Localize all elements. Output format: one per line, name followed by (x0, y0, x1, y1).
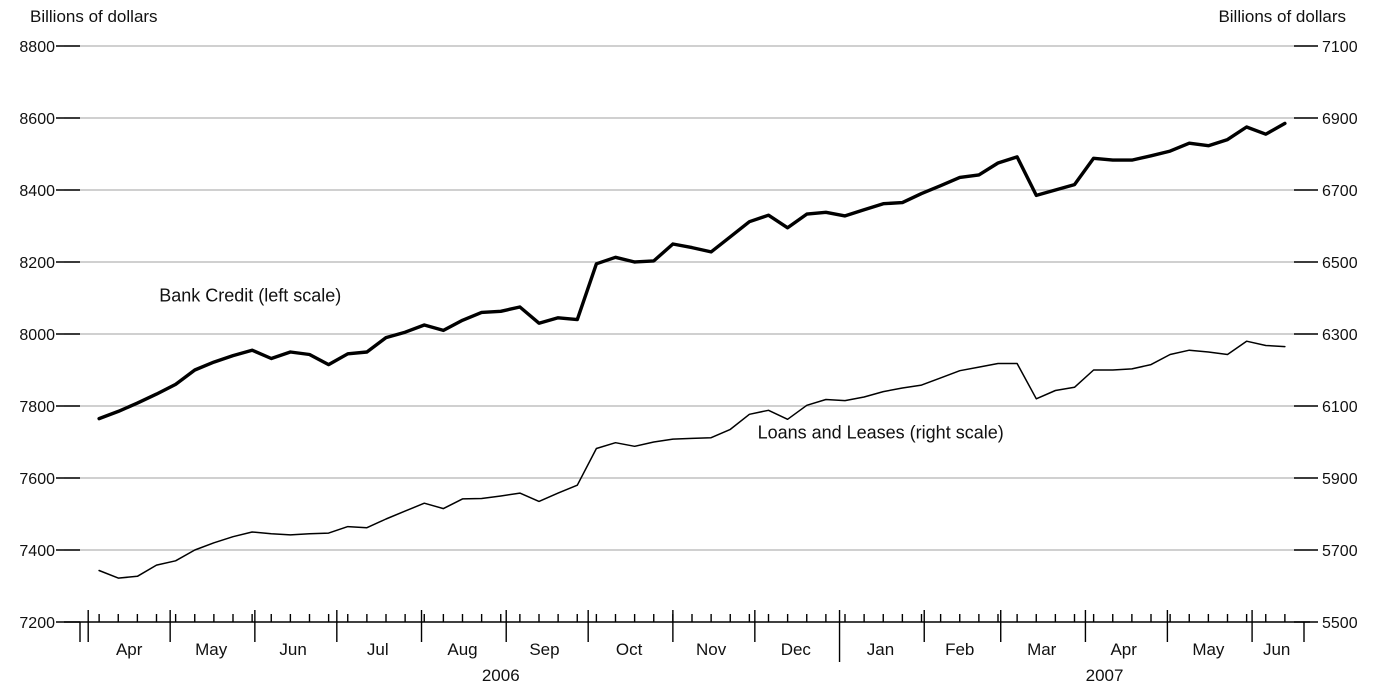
month-label: May (1192, 640, 1225, 659)
month-label: May (195, 640, 228, 659)
right-tick-label: 7100 (1322, 39, 1358, 56)
left-tick-label: 7600 (19, 471, 55, 488)
left-tick-label: 8000 (19, 327, 55, 344)
month-label: Nov (696, 640, 727, 659)
left-tick-labels: 7200 7400 7600 7800 8000 8200 8400 8600 8800 (19, 39, 80, 632)
month-label: Oct (616, 640, 643, 659)
month-label: Jan (867, 640, 894, 659)
right-tick-label: 6900 (1322, 111, 1358, 128)
x-axis: Apr May Jun Jul Aug Sep Oct Nov Dec Jan Feb Mar Apr M… (79, 610, 1305, 685)
right-tick-label: 5900 (1322, 471, 1358, 488)
series-annotation: Loans and Leases (right scale) (758, 422, 1004, 442)
year-label: 2007 (1086, 666, 1124, 685)
left-tick-label: 8200 (19, 255, 55, 272)
annotations: Bank Credit (left scale) Loans and Leases… (159, 286, 1003, 443)
month-label: Mar (1027, 640, 1057, 659)
right-tick-label: 6700 (1322, 183, 1358, 200)
month-label: Aug (447, 640, 477, 659)
left-tick-label: 8600 (19, 111, 55, 128)
left-tick-label: 7400 (19, 543, 55, 560)
month-label: Jul (367, 640, 389, 659)
right-tick-labels: 5500 5700 5900 6100 6300 6500 6700 6900 7100 (1294, 39, 1358, 632)
right-tick-label: 5700 (1322, 543, 1358, 560)
right-tick-label: 5500 (1322, 615, 1358, 632)
left-tick-label: 7200 (19, 615, 55, 632)
month-label: Feb (945, 640, 974, 659)
left-tick-label: 8400 (19, 183, 55, 200)
year-label: 2006 (482, 666, 520, 685)
right-tick-label: 6100 (1322, 399, 1358, 416)
month-label: Jun (279, 640, 306, 659)
left-tick-label: 8800 (19, 39, 55, 56)
month-label: Jun (1263, 640, 1290, 659)
series-line (97, 121, 1287, 421)
left-tick-label: 7800 (19, 399, 55, 416)
left-axis-title: Billions of dollars (30, 7, 158, 26)
gridlines (64, 45, 1310, 551)
month-label: Apr (1110, 640, 1137, 659)
month-label: Apr (116, 640, 143, 659)
series-lines (97, 121, 1287, 579)
month-label: Dec (781, 640, 812, 659)
month-label: Sep (529, 640, 559, 659)
right-tick-label: 6500 (1322, 255, 1358, 272)
right-axis-title: Billions of dollars (1218, 7, 1346, 26)
series-annotation: Bank Credit (left scale) (159, 286, 341, 306)
right-tick-label: 6300 (1322, 327, 1358, 344)
series-line (98, 340, 1286, 579)
